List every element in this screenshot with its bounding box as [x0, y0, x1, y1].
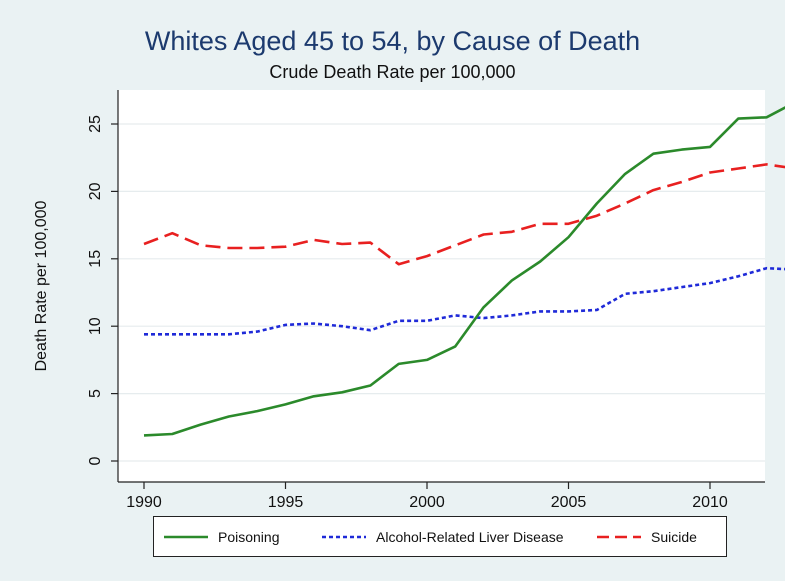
x-tick-label: 2005	[551, 494, 587, 511]
chart-title: Whites Aged 45 to 54, by Cause of Death	[144, 26, 641, 56]
legend-label: Poisoning	[218, 528, 280, 545]
legend-item: Alcohol-Related Liver Disease	[322, 517, 564, 556]
y-axis-label: Death Rate per 100,000	[33, 201, 50, 372]
legend-swatch	[597, 535, 641, 538]
plot-area	[118, 90, 765, 482]
x-tick-label: 2010	[692, 494, 728, 511]
y-tick-label: 20	[87, 182, 104, 200]
x-tick-label: 1995	[268, 494, 304, 511]
x-tick-label: 2000	[409, 494, 445, 511]
legend-label: Suicide	[651, 528, 697, 545]
y-tick-label: 10	[87, 317, 104, 335]
series-line-poisoning	[143, 106, 785, 437]
legend-swatch	[322, 535, 366, 538]
legend-item: Poisoning	[164, 517, 280, 556]
x-tick-label: 1990	[126, 494, 162, 511]
legend-swatch	[164, 535, 208, 538]
axes: 0 5 10 15 20 25 1990 1995 2000 2005 2010	[87, 90, 765, 511]
legend: Poisoning Alcohol-Related Liver Disease Su…	[153, 516, 727, 557]
legend-label: Alcohol-Related Liver Disease	[376, 528, 564, 545]
legend-item: Suicide	[597, 517, 697, 556]
y-tick-label: 15	[87, 250, 104, 268]
chart-subtitle: Crude Death Rate per 100,000	[269, 62, 516, 82]
y-tick-label: 0	[87, 456, 104, 465]
gridlines	[118, 123, 765, 462]
y-tick-label: 25	[87, 115, 104, 133]
series-lines	[143, 106, 785, 437]
y-tick-label: 5	[87, 389, 104, 398]
series-line-suicide	[143, 163, 785, 266]
series-line-alcohol-related-liver-disease	[144, 266, 785, 336]
